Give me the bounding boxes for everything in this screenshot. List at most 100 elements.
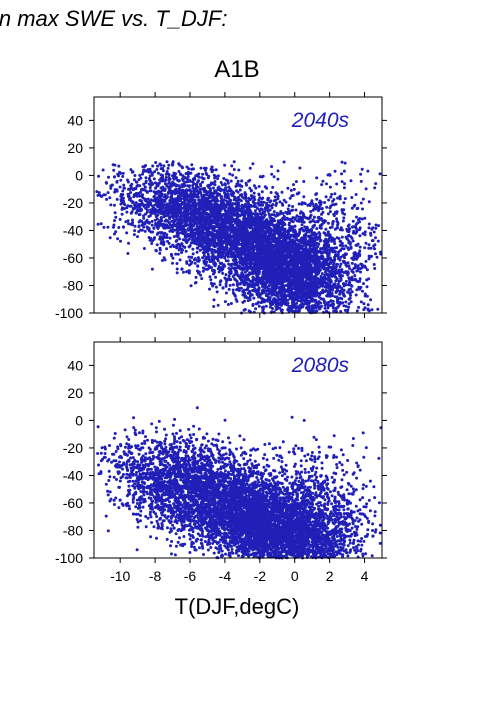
- data-point: [258, 196, 262, 200]
- data-point: [156, 171, 160, 175]
- data-point: [212, 173, 216, 177]
- data-point: [353, 274, 357, 277]
- data-point: [168, 217, 172, 221]
- data-point: [169, 252, 173, 256]
- data-point: [335, 220, 339, 223]
- data-point: [314, 193, 318, 196]
- data-point: [216, 259, 220, 263]
- data-point: [231, 291, 235, 295]
- data-point: [165, 247, 169, 251]
- data-point: [374, 252, 377, 256]
- data-point: [312, 215, 316, 219]
- data-point: [207, 174, 211, 178]
- data-point: [212, 272, 215, 276]
- data-point: [223, 163, 227, 167]
- data-point: [227, 287, 231, 291]
- data-point: [335, 217, 339, 221]
- data-point: [342, 186, 346, 190]
- data-point: [229, 302, 233, 305]
- data-point: [340, 297, 344, 301]
- data-point: [113, 190, 117, 194]
- data-point: [253, 209, 257, 213]
- data-point: [180, 251, 183, 254]
- data-point: [133, 224, 137, 228]
- data-point: [194, 275, 198, 279]
- data-point: [347, 302, 351, 306]
- data-point: [224, 273, 228, 277]
- data-point: [142, 182, 146, 186]
- data-point: [302, 220, 306, 224]
- data-point: [200, 277, 204, 281]
- data-point: [216, 177, 220, 181]
- data-point: [107, 175, 110, 179]
- data-point: [277, 278, 281, 282]
- data-point: [294, 180, 298, 184]
- data-point: [339, 290, 343, 293]
- data-point: [352, 258, 355, 262]
- data-point: [324, 219, 327, 223]
- data-point: [302, 180, 306, 183]
- data-point: [156, 227, 160, 230]
- data-point: [308, 309, 312, 313]
- data-point: [206, 252, 210, 256]
- data-point: [334, 279, 338, 283]
- data-point: [351, 239, 355, 243]
- data-point: [169, 245, 173, 249]
- data-point: [164, 175, 168, 179]
- data-point: [156, 213, 160, 217]
- data-point: [358, 234, 362, 238]
- data-point: [343, 182, 346, 186]
- data-point: [216, 303, 220, 307]
- data-point: [196, 256, 200, 260]
- data-point: [352, 254, 356, 258]
- data-point: [125, 231, 129, 235]
- data-point: [158, 221, 162, 225]
- data-point: [220, 183, 224, 187]
- data-point: [180, 211, 183, 215]
- data-point: [303, 225, 307, 229]
- data-point: [307, 239, 311, 243]
- data-point: [216, 254, 220, 258]
- data-point: [270, 206, 274, 210]
- data-point: [321, 179, 325, 183]
- data-point: [150, 219, 154, 223]
- scatter-points: [95, 160, 383, 315]
- data-point: [293, 224, 297, 228]
- data-point: [328, 185, 332, 189]
- data-point: [249, 189, 253, 193]
- data-point: [136, 183, 140, 187]
- data-point: [165, 172, 169, 176]
- data-point: [364, 187, 368, 191]
- data-point: [364, 266, 368, 269]
- data-point: [162, 233, 166, 237]
- data-point: [359, 300, 363, 304]
- data-point: [315, 237, 319, 241]
- data-point: [341, 211, 345, 215]
- data-point: [252, 191, 256, 195]
- data-point: [366, 308, 370, 312]
- data-point: [370, 227, 374, 231]
- data-point: [374, 182, 378, 186]
- data-point: [324, 288, 328, 292]
- data-point: [236, 179, 240, 183]
- data-point: [180, 200, 184, 204]
- data-point: [174, 252, 178, 256]
- data-point: [138, 190, 142, 194]
- data-point: [243, 295, 247, 299]
- data-point: [314, 298, 318, 302]
- data-point: [171, 160, 175, 164]
- data-point: [181, 188, 184, 192]
- data-point: [121, 171, 125, 175]
- data-point: [181, 244, 185, 248]
- data-point: [143, 229, 147, 233]
- data-point: [228, 272, 232, 276]
- data-point: [292, 183, 295, 187]
- data-point: [273, 248, 277, 252]
- data-point: [118, 185, 122, 189]
- data-point: [374, 226, 378, 230]
- data-point: [339, 226, 343, 230]
- data-point: [280, 190, 284, 194]
- data-point: [195, 224, 199, 228]
- data-point: [306, 228, 310, 232]
- data-point: [141, 188, 145, 192]
